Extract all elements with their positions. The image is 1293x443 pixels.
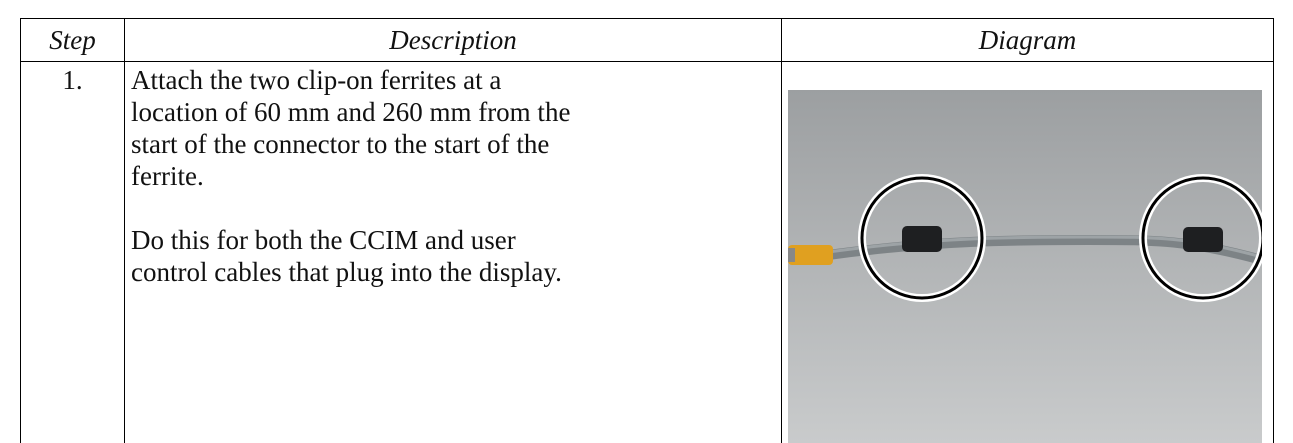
border (20, 18, 21, 443)
description-line: Attach the two clip-on ferrites at a (131, 65, 502, 95)
description-line: control cables that plug into the displa… (131, 257, 562, 287)
header-cell: Diagram (978, 25, 1077, 55)
header-cell: Step (49, 25, 96, 55)
header-cell: Description (389, 25, 517, 55)
border (1273, 18, 1274, 443)
border (781, 18, 782, 443)
description-line: ferrite. (131, 161, 204, 191)
border (20, 18, 1274, 19)
description-line: Do this for both the CCIM and user (131, 225, 516, 255)
border (20, 61, 1274, 62)
description-line: start of the connector to the start of t… (131, 129, 550, 159)
border (124, 18, 125, 443)
step-number: 1. (62, 65, 83, 95)
description-line: location of 60 mm and 260 mm from the (131, 97, 571, 127)
diagram-photo (788, 90, 1262, 443)
